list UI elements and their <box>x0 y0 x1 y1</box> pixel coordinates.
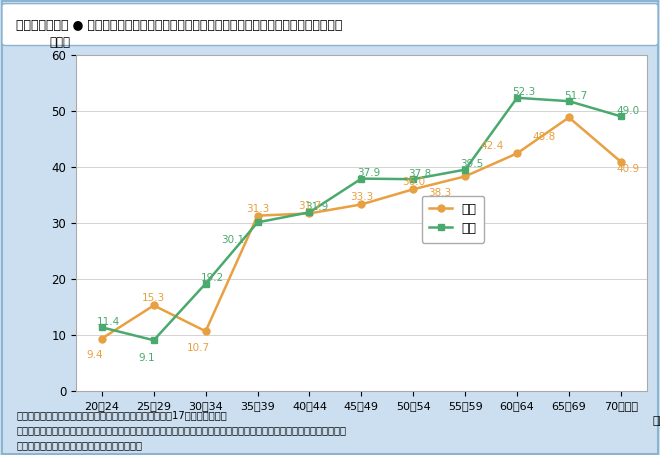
女性 <box>306 211 314 216</box>
女性 <box>98 336 106 341</box>
Text: 10.7: 10.7 <box>187 343 211 353</box>
Text: 39.5: 39.5 <box>461 159 484 169</box>
Text: 11.4: 11.4 <box>97 317 120 327</box>
Text: （備考）１．内閣府「社会意識に関する世論調査」（平成17年）より作成。: （備考）１．内閣府「社会意識に関する世論調査」（平成17年）より作成。 <box>16 410 227 420</box>
女性 <box>461 174 469 179</box>
Text: （歳）: （歳） <box>652 416 660 426</box>
Text: （％）: （％） <box>50 36 71 49</box>
Text: 38.3: 38.3 <box>428 188 452 198</box>
Text: 37.8: 37.8 <box>409 169 432 179</box>
Text: 51.7: 51.7 <box>564 91 587 101</box>
Text: 第１－４－３図 ● 町内会などの地域活動において，社会の役に立ちたいと思っている者の割合: 第１－４－３図 ● 町内会などの地域活動において，社会の役に立ちたいと思っている… <box>16 19 343 31</box>
Text: 15.3: 15.3 <box>142 293 166 303</box>
男性 <box>461 167 469 172</box>
Text: 9.4: 9.4 <box>86 350 103 360</box>
女性 <box>513 151 521 156</box>
Text: 9.1: 9.1 <box>139 353 155 363</box>
Text: 37.9: 37.9 <box>356 168 380 178</box>
女性 <box>253 213 261 218</box>
Text: 36.0: 36.0 <box>402 177 425 187</box>
男性 <box>202 281 210 286</box>
女性 <box>565 115 573 120</box>
男性 <box>617 114 625 119</box>
女性 <box>358 202 366 207</box>
Text: 48.8: 48.8 <box>533 132 556 142</box>
Line: 男性: 男性 <box>98 94 624 344</box>
Text: ２．「何か社会のために役立ちたいと思っている」と答えた者のうちどのようなことかと聞いたところ「町内会な: ２．「何か社会のために役立ちたいと思っている」と答えた者のうちどのようなことかと… <box>16 425 346 435</box>
Text: 31.7: 31.7 <box>298 202 321 212</box>
男性 <box>150 338 158 343</box>
Legend: 女性, 男性: 女性, 男性 <box>422 196 484 243</box>
男性 <box>565 98 573 104</box>
Text: 31.9: 31.9 <box>305 202 328 212</box>
Text: 49.0: 49.0 <box>616 106 640 116</box>
女性 <box>617 159 625 165</box>
Text: 52.3: 52.3 <box>512 87 536 97</box>
Text: 42.4: 42.4 <box>480 142 504 152</box>
Text: 33.3: 33.3 <box>350 192 373 202</box>
Line: 女性: 女性 <box>98 114 624 342</box>
Text: どの地域活動」と答えた者の割合。: どの地域活動」と答えた者の割合。 <box>16 440 143 450</box>
Text: 19.2: 19.2 <box>201 273 224 283</box>
女性 <box>150 303 158 308</box>
男性 <box>253 220 261 225</box>
Text: 31.3: 31.3 <box>246 204 269 214</box>
Text: 30.1: 30.1 <box>221 235 244 245</box>
男性 <box>98 324 106 330</box>
女性 <box>409 187 417 192</box>
Text: 40.9: 40.9 <box>616 164 640 174</box>
男性 <box>358 176 366 182</box>
男性 <box>513 95 521 101</box>
男性 <box>306 210 314 215</box>
男性 <box>409 177 417 182</box>
女性 <box>202 329 210 334</box>
